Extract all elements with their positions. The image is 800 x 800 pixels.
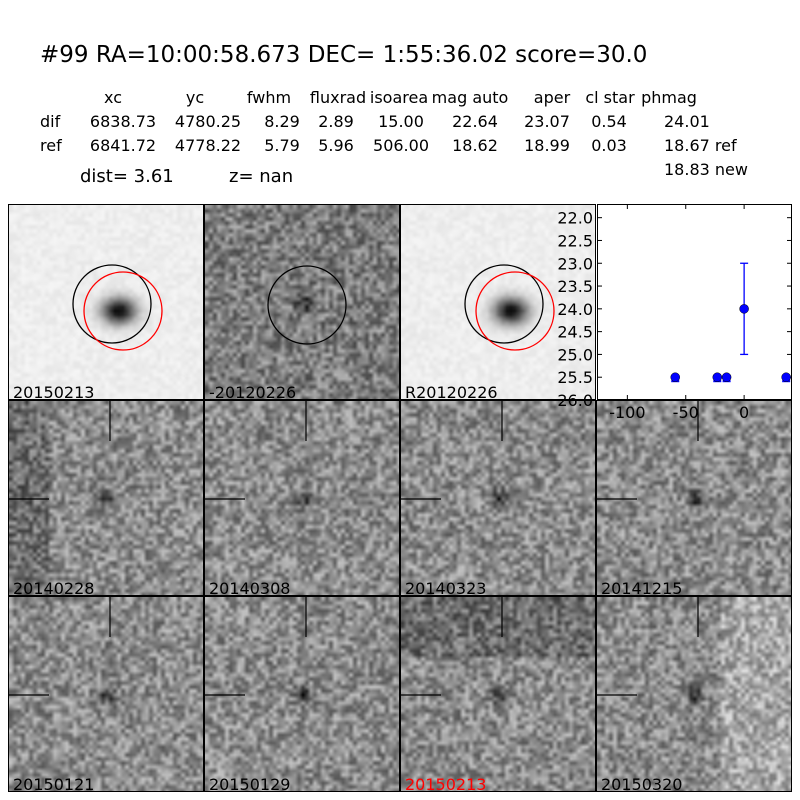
stamp-date-label: 20150213: [405, 775, 487, 792]
y-tick-label: 24.0: [557, 300, 593, 319]
cell-value: 2.89: [318, 112, 354, 131]
cell-value: 18.67 ref: [664, 136, 737, 155]
stamp-date-label: R20120226: [405, 383, 498, 400]
stamp-image: [401, 597, 595, 791]
stamp-date-label: 20140308: [209, 579, 291, 596]
stamp-date-label: 20150121: [13, 775, 95, 792]
y-tick-label: 22.5: [557, 231, 593, 250]
aperture-circle: [72, 264, 152, 344]
column-header: cl star: [585, 88, 635, 107]
x-tick-label: -50: [673, 403, 699, 422]
stamp-image: [205, 205, 399, 399]
y-tick-label: 26.0: [557, 391, 593, 410]
stamp-date-label: 20150320: [601, 775, 683, 792]
column-header: yc: [185, 88, 205, 107]
cell-value: 5.96: [318, 136, 354, 155]
cell-value: 8.29: [264, 112, 300, 131]
stamp-date-label: 20150213: [13, 383, 95, 400]
stamp-panel-diff: -20120226: [204, 204, 400, 400]
stamp-panel-epoch: 20140228: [8, 400, 204, 596]
x-tick-label: 0: [739, 403, 749, 422]
column-header: fwhm: [246, 88, 292, 107]
cell-value: 6841.72: [89, 136, 157, 155]
cell-value: 18.99: [524, 136, 570, 155]
stamp-panel-epoch: 20150320: [596, 596, 792, 792]
stamp-date-label: 20150129: [209, 775, 291, 792]
stamp-image: [597, 401, 791, 595]
y-tick-label: 22.0: [557, 209, 593, 228]
candidate-title: #99 RA=10:00:58.673 DEC= 1:55:36.02 scor…: [40, 42, 648, 68]
ref-aperture-circle: [475, 271, 555, 351]
column-header: phmag: [641, 88, 697, 107]
dist-value: dist= 3.61: [80, 166, 174, 187]
stamp-panel-epoch: 20141215: [596, 400, 792, 596]
phmag-new: 18.83 new: [664, 160, 748, 179]
stamp-date-label: 20141215: [601, 579, 683, 596]
cell-value: 4780.25: [174, 112, 242, 131]
cell-value: 506.00: [373, 136, 429, 155]
y-tick-label: 23.5: [557, 277, 593, 296]
cell-value: 4778.22: [174, 136, 242, 155]
data-point: [721, 372, 732, 382]
stamp-date-label: 20140228: [13, 579, 95, 596]
stamp-image: [597, 597, 791, 791]
y-tick-label: 25.0: [557, 345, 593, 364]
data-point: [712, 372, 723, 382]
y-tick-label: 24.5: [557, 323, 593, 342]
row-label: dif: [40, 112, 61, 131]
stamp-image: [401, 205, 595, 399]
stamp-image: [205, 401, 399, 595]
cell-value: 5.79: [264, 136, 300, 155]
light-curve-plot-area: [597, 204, 792, 400]
data-point: [670, 372, 680, 382]
column-header: aper: [533, 88, 571, 107]
cell-value: 15.00: [378, 112, 424, 131]
cell-value: 18.62: [452, 136, 498, 155]
aperture-circle: [464, 264, 544, 344]
stamp-panel-epoch: 20140308: [204, 400, 400, 596]
column-header: fluxrad: [309, 88, 367, 107]
y-tick-label: 25.5: [557, 368, 593, 387]
ref-aperture-circle: [83, 271, 163, 351]
stamp-date-label: -20120226: [209, 383, 297, 400]
data-point: [739, 304, 749, 314]
column-header: isoarea: [369, 88, 429, 107]
stamp-panel-ref: R20120226: [400, 204, 596, 400]
redshift-value: z= nan: [229, 166, 294, 187]
y-tick-label: 23.0: [557, 254, 593, 273]
stamp-panel-new: 20150213: [8, 204, 204, 400]
stamp-date-label: 20140323: [405, 579, 487, 596]
stamp-panel-epoch: 20150121: [8, 596, 204, 792]
stamp-panel-epoch: 20150213: [400, 596, 596, 792]
stamp-image: [9, 205, 203, 399]
stamp-panel-epoch: 20140323: [400, 400, 596, 596]
cell-value: 6838.73: [89, 112, 157, 131]
stamp-image: [9, 401, 203, 595]
stamp-panel-epoch: 20150129: [204, 596, 400, 792]
light-curve-chart: 22.0 22.5 23.0 23.5 24.0 24.5 25.0 25.5 26.0 -100…: [557, 204, 792, 422]
stamp-image: [401, 401, 595, 595]
cell-value: 22.64: [452, 112, 498, 131]
cell-value: 0.54: [591, 112, 627, 131]
column-header: xc: [104, 88, 122, 107]
stamp-image: [9, 597, 203, 791]
data-point: [781, 372, 791, 382]
aperture-circle: [267, 265, 347, 345]
stamp-image: [205, 597, 399, 791]
column-header: mag auto: [431, 88, 509, 107]
x-tick-label: -100: [609, 403, 645, 422]
cell-value: 0.03: [591, 136, 627, 155]
cell-value: 23.07: [524, 112, 570, 131]
cell-value: 24.01: [664, 112, 710, 131]
row-label: ref: [40, 136, 62, 155]
